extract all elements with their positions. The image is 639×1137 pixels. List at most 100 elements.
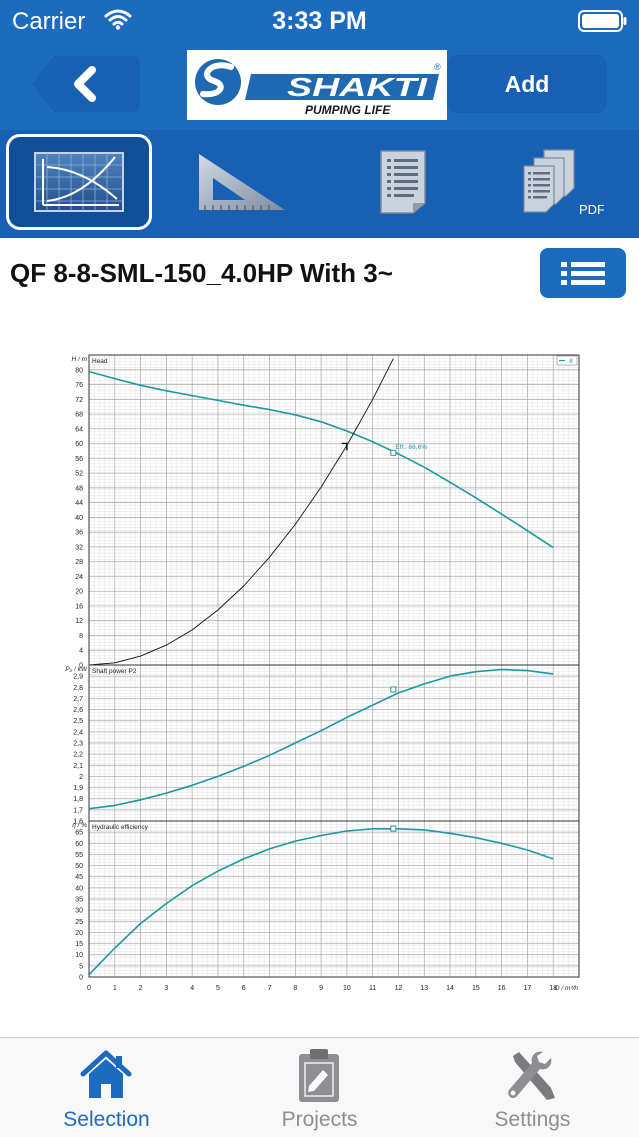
product-header: QF 8-8-SML-150_4.0HP With 3~ [0, 238, 639, 308]
battery-icon [578, 10, 627, 32]
y-tick-label: 12 [75, 618, 83, 625]
y-tick-label: 60 [75, 441, 83, 448]
panel-frame [88, 354, 580, 666]
x-tick-label: 3 [164, 985, 168, 990]
add-button[interactable]: Add [447, 55, 607, 113]
efficiency-annotation: Eff.: 66,6% [395, 444, 427, 451]
y-tick-label: 24 [75, 574, 83, 581]
panel-title: Head [92, 358, 108, 365]
tool-bar: PDF [0, 130, 639, 238]
chart-panel-1 [88, 354, 580, 666]
back-button[interactable] [32, 56, 140, 112]
logo-tagline: PUMPING LIFE [305, 103, 391, 117]
y-tick-label: 15 [75, 941, 83, 948]
y-tick-label: 2,1 [73, 763, 83, 770]
y-tick-label: 2 [79, 774, 83, 781]
y-tick-label: 72 [75, 397, 83, 404]
y-tick-label: 36 [75, 530, 83, 537]
x-tick-label: 0 [87, 985, 91, 990]
nav-bar: SHAKTI ® PUMPING LIFE Add [0, 40, 639, 130]
y-tick-label: 10 [75, 952, 83, 959]
y-tick-label: 2,6 [73, 707, 83, 714]
y-tick-label: 40 [75, 885, 83, 892]
tool-set-square[interactable] [170, 134, 316, 230]
x-axis-label: Q / m³/h [555, 985, 579, 990]
list-icon [561, 262, 605, 285]
x-tick-label: 4 [190, 985, 194, 990]
x-tick-label: 14 [446, 985, 454, 990]
y-tick-label: 20 [75, 930, 83, 937]
y-tick-label: 0 [79, 663, 83, 670]
y-tick-label: 2,2 [73, 752, 83, 759]
wrench-screwdriver-icon [508, 1051, 555, 1100]
y-tick-label: 30 [75, 908, 83, 915]
x-tick-label: 18 [549, 985, 557, 990]
y-tick-label: 65 [75, 830, 83, 837]
x-tick-label: 5 [216, 985, 220, 990]
y-tick-label: 76 [75, 382, 83, 389]
pump-curve-line [89, 827, 554, 976]
tab-projects[interactable]: Projects [213, 1038, 426, 1137]
legend-label: 8 [569, 358, 573, 365]
y-tick-label: 0 [79, 975, 83, 982]
y-tick-label: 1,7 [73, 807, 83, 814]
y-tick-label: 45 [75, 874, 83, 881]
chart-panel-3 [88, 820, 580, 978]
duty-point-marker [390, 825, 397, 832]
y-tick-label: 32 [75, 544, 83, 551]
tab-selection-label: Selection [63, 1108, 150, 1131]
y-tick-label: 1,9 [73, 785, 83, 792]
logo-brand-text: SHAKTI [287, 72, 428, 102]
legend-box [556, 355, 578, 366]
y-tick-label: 68 [75, 412, 83, 419]
logo-trademark: ® [434, 62, 441, 72]
y-tick-label: 25 [75, 919, 83, 926]
y-tick-label: 16 [75, 603, 83, 610]
tab-selection[interactable]: Selection [0, 1038, 213, 1137]
y-tick-label: 80 [75, 367, 83, 374]
panel-title: Hydraulic efficiency [92, 824, 149, 831]
tab-settings[interactable]: Settings [426, 1038, 639, 1137]
y-tick-label: 48 [75, 485, 83, 492]
y-tick-label: 5 [79, 963, 83, 970]
performance-chart-svg: 048121620242832364044485256606468727680H… [65, 354, 580, 992]
x-tick-label: 12 [395, 985, 403, 990]
y-axis-label: P₂ / kW [65, 666, 87, 673]
pdf-label: PDF [579, 202, 604, 216]
clipboard-icon [299, 1049, 339, 1102]
x-tick-label: 9 [319, 985, 323, 990]
document-icon [380, 150, 426, 214]
pdf-documents-icon: PDF [523, 149, 604, 216]
x-tick-label: 10 [343, 985, 351, 990]
chevron-left-icon [74, 66, 96, 102]
y-tick-label: 8 [79, 633, 83, 640]
y-tick-label: 4 [79, 648, 83, 655]
x-tick-label: 6 [242, 985, 246, 990]
y-tick-label: 2,8 [73, 685, 83, 692]
x-tick-label: 8 [293, 985, 297, 990]
duty-point-marker [390, 449, 397, 456]
y-tick-label: 50 [75, 863, 83, 870]
tool-performance-curve[interactable] [6, 134, 152, 230]
panel-title: Shaft power P2 [92, 668, 137, 675]
tool-pdf-export[interactable]: PDF [488, 134, 634, 230]
pump-curve-line [89, 668, 554, 810]
y-tick-label: 2,5 [73, 718, 83, 725]
list-menu-button[interactable] [540, 248, 626, 298]
pump-model-title: QF 8-8-SML-150_4.0HP With 3~ [10, 258, 393, 288]
tool-document[interactable] [330, 134, 476, 230]
y-tick-label: 1,8 [73, 796, 83, 803]
x-tick-label: 11 [369, 985, 376, 990]
home-icon [80, 1050, 132, 1098]
y-axis-label: η / % [72, 822, 87, 829]
x-tick-label: 16 [498, 985, 506, 990]
y-tick-label: 56 [75, 456, 83, 463]
y-tick-label: 28 [75, 559, 83, 566]
pump-performance-chart: 0 4 8 12 16 20 24 28 32 36 40 44 48 52 56 60 64 68 72 76 80 H… [52, 345, 594, 992]
y-tick-label: 44 [75, 500, 83, 507]
tab-settings-label: Settings [494, 1108, 571, 1131]
y-tick-label: 2,4 [73, 729, 83, 736]
panel-frame [88, 820, 580, 978]
duty-point-marker [390, 686, 397, 693]
clock: 3:33 PM [272, 7, 367, 35]
